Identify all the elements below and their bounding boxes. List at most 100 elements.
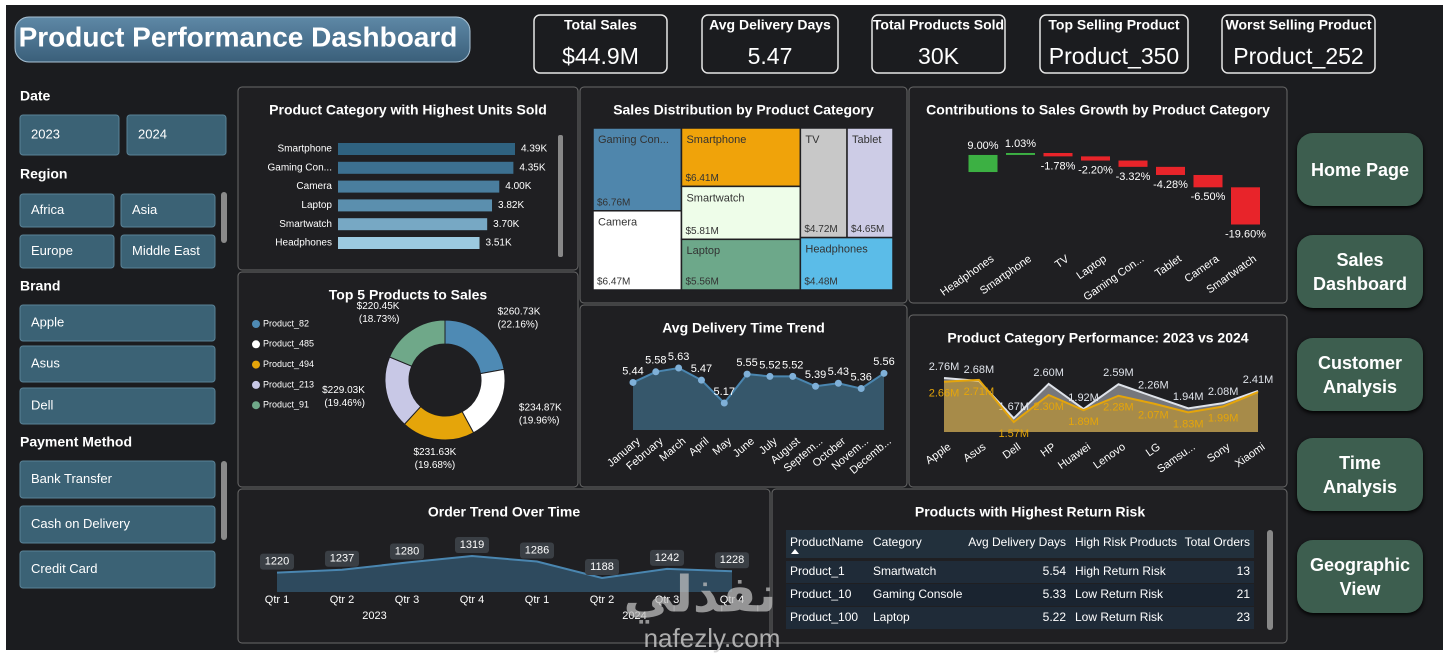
cell-label: TV [805,134,820,146]
chart-title: Avg Delivery Time Trend [662,320,825,336]
chart-title: Product Category Performance: 2023 vs 20… [947,330,1248,346]
filter-option[interactable]: 2023 [31,126,60,141]
header-box [14,16,471,63]
waterfall-bar [1156,166,1185,175]
value-label: 2.71M [964,386,995,398]
x-group-label: 2024 [622,610,646,622]
legend-marker [252,320,260,328]
filter-option[interactable]: Bank Transfer [31,471,113,486]
value-label: 5.52 [782,359,803,371]
value-label: 5.56 [873,356,894,368]
label-box [260,553,294,570]
treemap-cell [680,238,802,291]
label-box [455,537,489,553]
value-label: 5.52 [759,359,780,371]
legend-marker [252,380,260,389]
nav-button[interactable]: Time Analysis [1297,438,1423,511]
value-label: 9.00% [967,140,998,152]
value-label: 5.58 [645,355,666,367]
legend-marker [252,401,260,410]
x-tick-label: Qtr 3 [395,594,419,606]
table-cell: 21 [1237,587,1251,601]
nav-button[interactable]: Home Page [1297,133,1423,206]
filter-button[interactable] [19,234,115,269]
x-group-label: 2023 [362,610,386,622]
filter-button[interactable] [120,234,216,269]
kpi-label: Total Products Sold [873,17,1004,33]
cell-value: $4.48M [804,277,837,288]
value-label: 1220 [265,556,289,568]
table-cell: 5.54 [1043,564,1067,578]
filter-option[interactable]: Europe [31,243,73,258]
treemap-cell [592,127,683,212]
table-cell: Smartwatch [873,564,936,578]
filter-button[interactable] [19,505,216,544]
kpi-label: Top Selling Product [1048,17,1180,33]
nav-button[interactable]: Sales Dashboard [1297,235,1423,308]
value-label: -2.20% [1078,164,1113,176]
column-header: High Risk Products [1075,535,1177,549]
watermark-url: nafezly.com [644,623,781,653]
filter-option[interactable]: 2024 [138,126,167,141]
filter-option[interactable]: Credit Card [31,561,97,576]
filter-button[interactable] [19,387,216,425]
nav-button[interactable]: Geographic View [1297,540,1423,613]
area-fill [944,378,1258,432]
nav-button[interactable]: Customer Analysis [1297,338,1423,411]
series-line [632,366,885,405]
filter-button[interactable] [120,193,216,228]
value-label: 2.07M [1138,409,1169,421]
waterfall-bar [1006,153,1035,155]
point [720,399,728,407]
value-label: 2.60M [1033,367,1064,379]
point [789,372,797,380]
value-label: 5.43 [828,366,849,378]
filter-button[interactable] [19,550,216,589]
value-label: 1.89M [1068,416,1099,428]
column-header: Category [873,535,922,549]
filter-option[interactable]: Asia [132,202,158,217]
slice-percent: (19.46%) [324,398,365,409]
legend-label: Product_213 [263,379,314,389]
x-tick-label: Qtr 1 [265,594,289,606]
slice-percent: (19.68%) [415,460,456,471]
filter-option[interactable]: Middle East [132,243,200,258]
filter-button[interactable] [19,193,115,228]
bar [338,143,515,155]
value-label: 1.94M [1173,391,1204,403]
kpi-card [871,14,1006,74]
filter-button[interactable] [19,345,216,383]
filter-button[interactable] [19,304,216,342]
filter-option[interactable]: Dell [31,397,54,412]
bar [338,237,480,249]
filter-button[interactable] [19,460,216,499]
filter-label: Date [20,88,51,104]
legend-label: Product_91 [263,400,309,410]
value-label: -4.28% [1153,179,1188,191]
x-tick-label: Qtr 2 [590,594,614,606]
chart-title: Contributions to Sales Growth by Product… [926,102,1270,118]
category-label: Smartwatch [279,219,332,230]
treemap-cell [846,127,894,239]
value-label: -19.60% [1225,228,1266,240]
cell-value: $6.47M [597,277,630,288]
scrollbar [558,135,563,257]
value-label: 1319 [460,539,484,551]
cell-label: Headphones [805,244,868,256]
value-label: 1228 [720,554,744,566]
x-tick-label: Qtr 4 [720,594,744,606]
filter-option[interactable]: Apple [31,314,64,329]
cell-value: $5.81M [685,226,718,237]
scrollbar [221,192,227,243]
x-tick-label: Qtr 1 [525,594,549,606]
table-cell: Laptop [873,610,910,624]
table-cell: High Return Risk [1075,564,1167,578]
filter-button[interactable] [19,114,120,156]
legend-label: Product_82 [263,318,309,328]
filter-option[interactable]: Asus [31,355,60,370]
chart-title: Order Trend Over Time [428,504,580,520]
filter-button[interactable] [126,114,227,156]
filter-option[interactable]: Africa [31,202,65,217]
cell-label: Laptop [686,245,720,257]
filter-option[interactable]: Cash on Delivery [31,516,130,531]
